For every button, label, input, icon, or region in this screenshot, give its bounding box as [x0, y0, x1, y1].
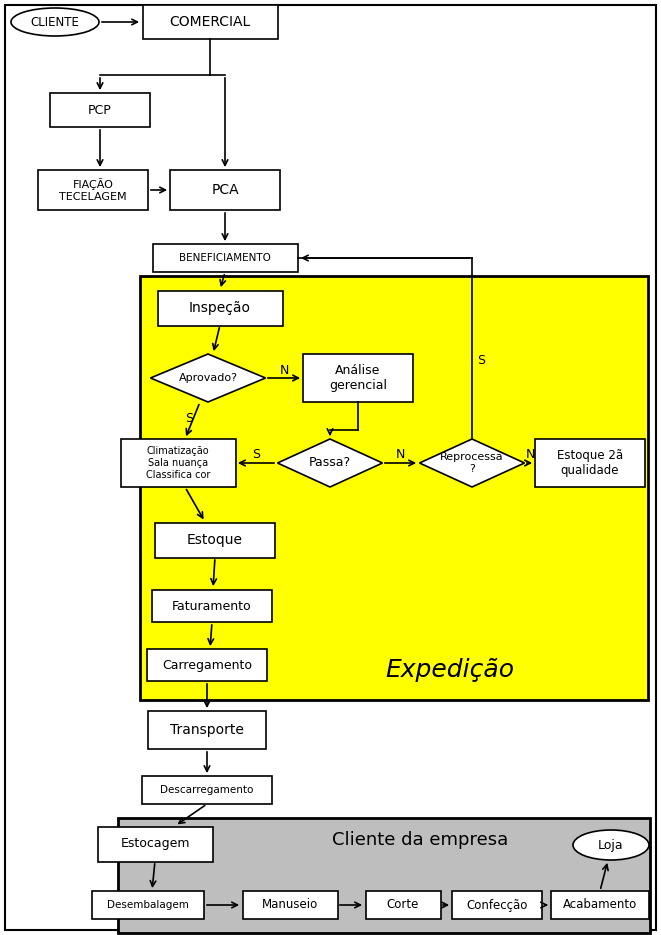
- Text: Corte: Corte: [387, 899, 419, 912]
- Bar: [170, 170, 280, 210]
- Bar: [153, 244, 297, 272]
- Text: Expedição: Expedição: [385, 658, 514, 682]
- Text: PCP: PCP: [88, 104, 112, 117]
- Text: FIAÇÃO
TECELAGEM: FIAÇÃO TECELAGEM: [59, 179, 127, 202]
- Text: COMERCIAL: COMERCIAL: [169, 15, 251, 29]
- Bar: [152, 590, 272, 622]
- Bar: [243, 891, 338, 919]
- Bar: [551, 891, 649, 919]
- Bar: [98, 827, 212, 861]
- Text: Aprovado?: Aprovado?: [178, 373, 237, 383]
- Bar: [157, 291, 282, 325]
- Text: Descarregamento: Descarregamento: [161, 785, 254, 795]
- Text: Confecção: Confecção: [466, 899, 527, 912]
- Text: Carregamento: Carregamento: [162, 658, 252, 671]
- Ellipse shape: [573, 830, 649, 860]
- Text: Loja: Loja: [598, 839, 624, 852]
- Text: S: S: [185, 411, 193, 424]
- Polygon shape: [151, 354, 266, 402]
- Text: S: S: [252, 449, 260, 462]
- Bar: [147, 649, 267, 681]
- Text: Climatização
Sala nuança
Classifica cor: Climatização Sala nuança Classifica cor: [146, 446, 210, 480]
- Text: Faturamento: Faturamento: [172, 599, 252, 612]
- Text: Análise
gerencial: Análise gerencial: [329, 364, 387, 392]
- Ellipse shape: [11, 8, 99, 36]
- Polygon shape: [278, 439, 383, 487]
- Bar: [155, 523, 275, 557]
- Polygon shape: [420, 439, 524, 487]
- Text: Acabamento: Acabamento: [563, 899, 637, 912]
- Text: S: S: [477, 353, 485, 367]
- Bar: [50, 93, 150, 127]
- Bar: [92, 891, 204, 919]
- Text: CLIENTE: CLIENTE: [30, 16, 79, 28]
- Text: Manuseio: Manuseio: [262, 899, 318, 912]
- Text: Estocagem: Estocagem: [120, 838, 190, 851]
- Text: Reprocessa
?: Reprocessa ?: [440, 453, 504, 474]
- Text: PCA: PCA: [211, 183, 239, 197]
- Text: Estoque: Estoque: [187, 533, 243, 547]
- Bar: [148, 711, 266, 749]
- Bar: [143, 5, 278, 39]
- Text: Desembalagem: Desembalagem: [107, 900, 189, 910]
- Bar: [120, 439, 235, 487]
- Text: Inspeção: Inspeção: [189, 301, 251, 315]
- Bar: [366, 891, 440, 919]
- Text: N: N: [280, 364, 289, 377]
- Bar: [142, 776, 272, 804]
- Bar: [118, 818, 650, 933]
- Text: BENEFICIAMENTO: BENEFICIAMENTO: [179, 253, 271, 263]
- Bar: [140, 276, 648, 700]
- Text: Estoque 2ã
qualidade: Estoque 2ã qualidade: [557, 449, 623, 477]
- Bar: [303, 354, 413, 402]
- Bar: [452, 891, 542, 919]
- Bar: [38, 170, 148, 210]
- Text: Cliente da empresa: Cliente da empresa: [332, 831, 508, 849]
- Text: N: N: [525, 449, 535, 462]
- Text: Transporte: Transporte: [170, 723, 244, 737]
- Text: Passa?: Passa?: [309, 456, 351, 469]
- Text: N: N: [395, 449, 405, 462]
- Bar: [535, 439, 645, 487]
